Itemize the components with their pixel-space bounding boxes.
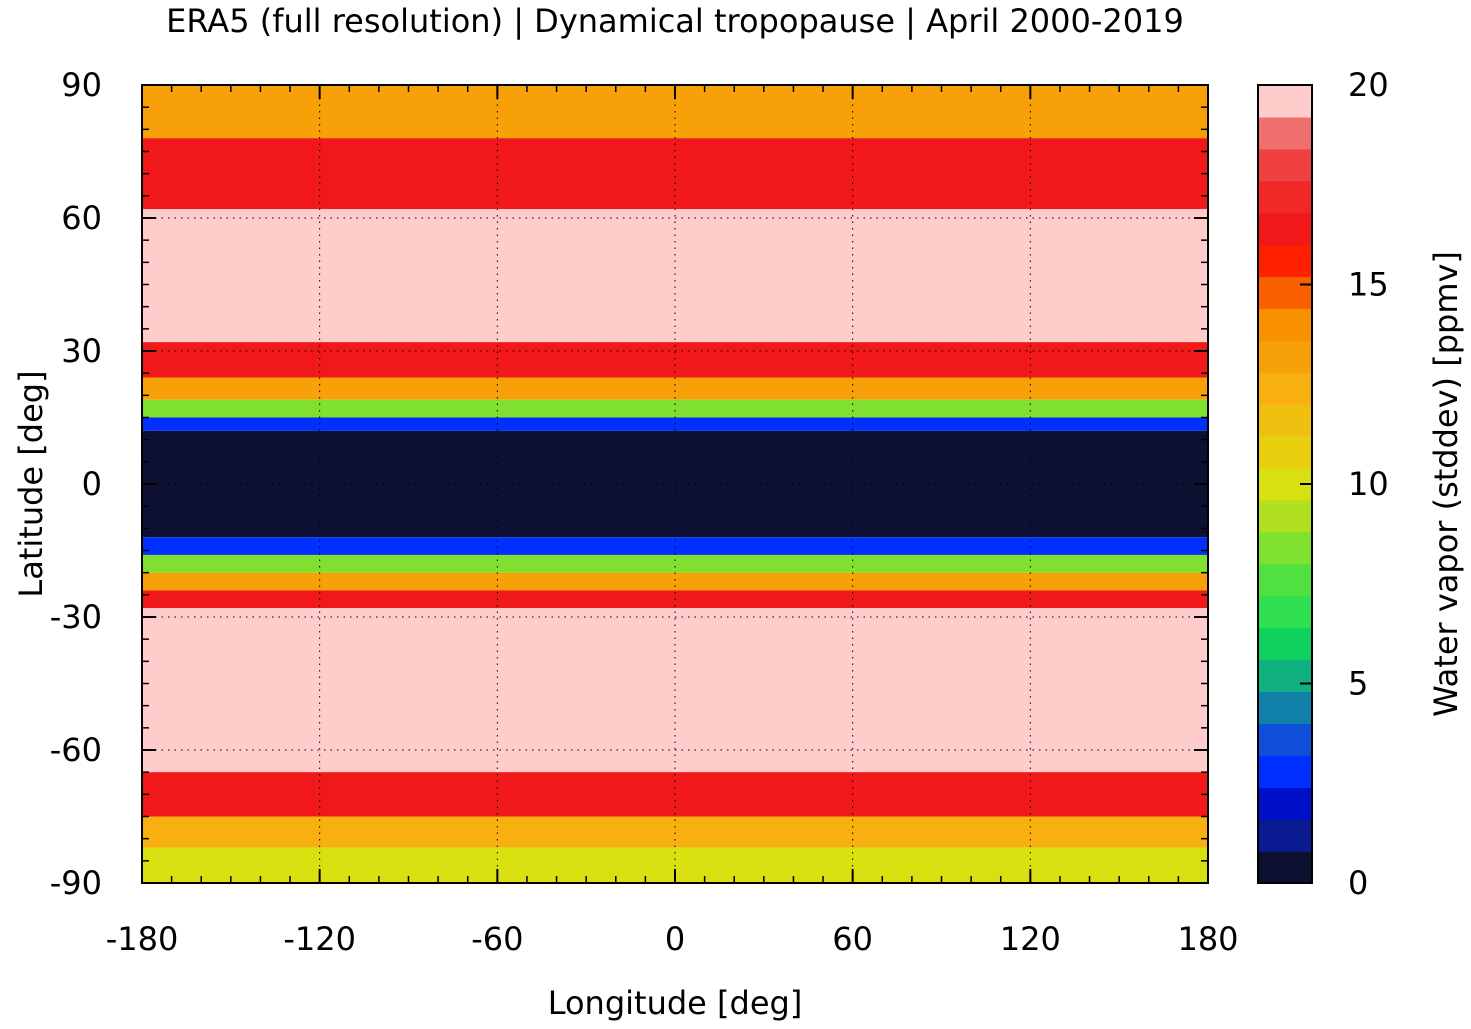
grid-lines	[142, 85, 1208, 883]
colorbar-segment	[1258, 755, 1312, 788]
x-tick-label: -60	[471, 920, 523, 958]
y-tick-label: 60	[61, 199, 102, 237]
colorbar-tick-label: 20	[1348, 66, 1389, 104]
x-tick-label: 180	[1177, 920, 1238, 958]
colorbar-label: Water vapor (stddev) [ppmv]	[1427, 251, 1465, 717]
y-tick-label: 0	[82, 465, 102, 503]
x-tick-label: 0	[665, 920, 685, 958]
colorbar-segment	[1258, 85, 1312, 118]
y-tick-label: 30	[61, 332, 102, 370]
colorbar-segment	[1258, 819, 1312, 852]
colorbar-segment	[1258, 531, 1312, 565]
field-band	[142, 399, 1208, 418]
colorbar-tick-label: 5	[1348, 665, 1368, 703]
y-axis: -90 -60 -30 0 30 60 90	[50, 66, 1208, 902]
colorbar-segment	[1258, 404, 1312, 437]
colorbar-tick-label: 15	[1348, 266, 1389, 304]
colorbar-segment	[1258, 308, 1312, 341]
y-tick-label: 90	[61, 66, 102, 104]
colorbar-segment	[1258, 787, 1312, 820]
colorbar-segment	[1258, 116, 1312, 150]
colorbar-segment	[1258, 436, 1312, 469]
x-tick-label: 60	[832, 920, 873, 958]
colorbar-segment	[1258, 659, 1312, 693]
x-axis-label: Longitude [deg]	[548, 984, 803, 1022]
y-tick-label: -90	[50, 864, 102, 902]
field-band	[142, 537, 1208, 555]
colorbar-axis: 0 5 10 15 20	[1300, 66, 1389, 902]
field-band	[142, 816, 1208, 848]
colorbar-segment	[1258, 627, 1312, 661]
x-axis: -180 -120 -60 0 60 120 180	[106, 85, 1239, 958]
field-band	[142, 554, 1208, 573]
colorbar-segment	[1258, 180, 1312, 214]
y-tick-label: -30	[50, 598, 102, 636]
colorbar-segment	[1258, 691, 1312, 724]
colorbar-segment	[1258, 340, 1312, 373]
colorbar-segment	[1258, 244, 1312, 278]
colorbar-tick-label: 10	[1348, 465, 1389, 503]
colorbar-segment	[1258, 563, 1312, 597]
y-axis-label: Latitude [deg]	[12, 370, 50, 597]
x-tick-label: -180	[106, 920, 179, 958]
colorbar-segment	[1258, 212, 1312, 246]
y-tick-label: -60	[50, 731, 102, 769]
colorbar-segment	[1258, 595, 1312, 629]
field-band	[142, 138, 1208, 210]
colorbar-segment	[1258, 148, 1312, 182]
field-band	[142, 572, 1208, 591]
colorbar-tick-label: 0	[1348, 864, 1368, 902]
colorbar-segment	[1258, 851, 1312, 884]
x-tick-label: -120	[283, 920, 356, 958]
colorbar-segment	[1258, 723, 1312, 756]
chart-title: ERA5 (full resolution) | Dynamical tropo…	[166, 2, 1184, 40]
colorbar-segment	[1258, 499, 1312, 533]
colorbar	[1258, 85, 1312, 884]
colorbar-segment	[1258, 276, 1312, 310]
colorbar-segment	[1258, 372, 1312, 405]
field-band	[142, 377, 1208, 400]
x-tick-label: 120	[1000, 920, 1061, 958]
